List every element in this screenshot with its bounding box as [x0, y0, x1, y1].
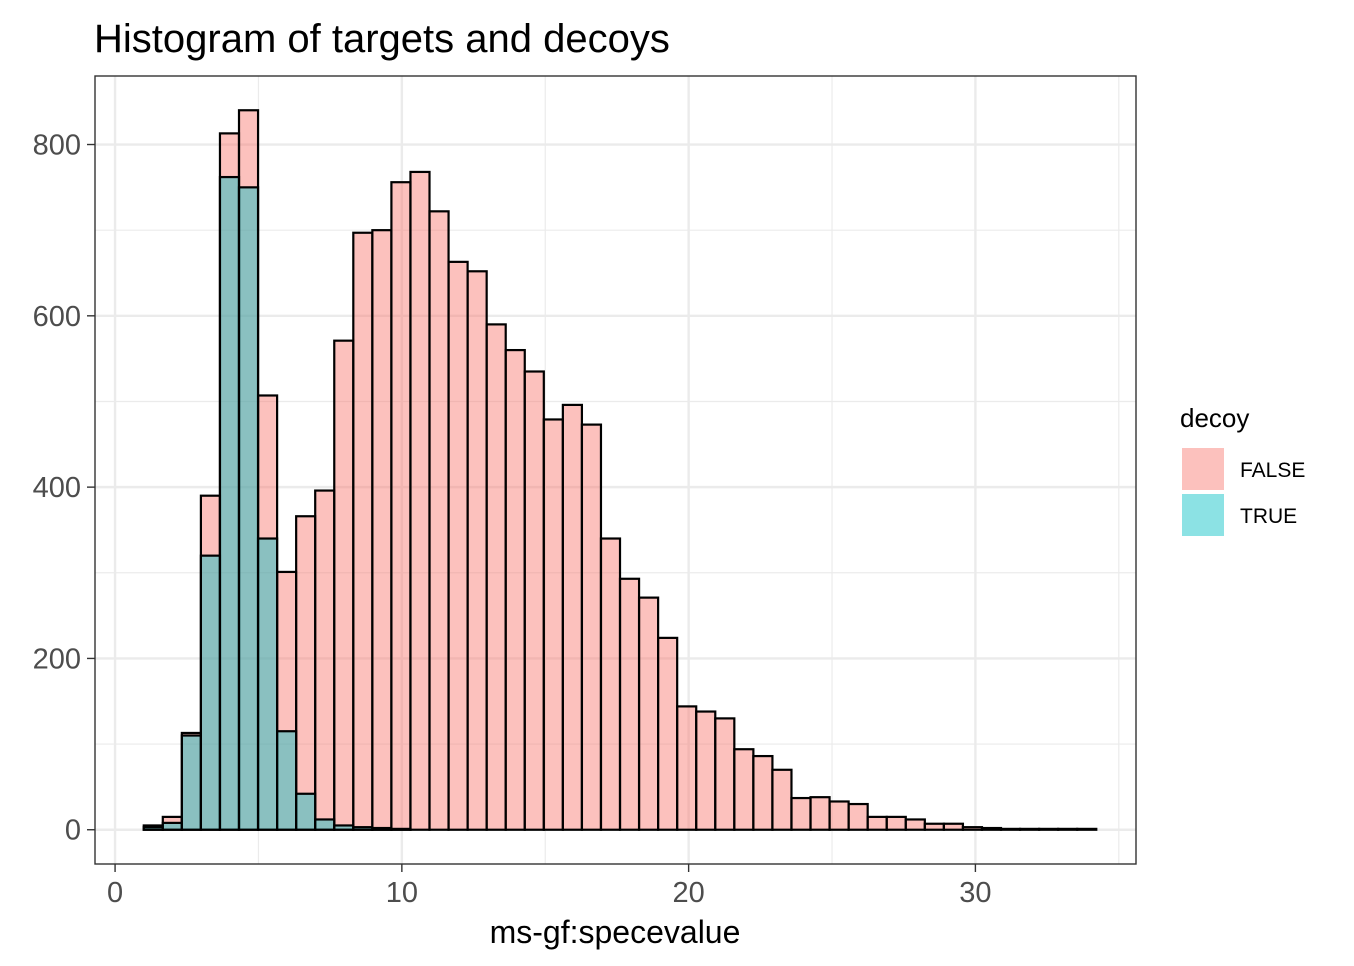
- histogram-bars: [142, 109, 1098, 831]
- bar-false: [771, 768, 793, 831]
- bar-false: [485, 323, 507, 831]
- legend-key-true: [1182, 494, 1224, 536]
- bar-true: [276, 730, 298, 831]
- legend: decoy FALSE TRUE: [1180, 403, 1305, 536]
- bar-false: [904, 818, 926, 831]
- bar-true: [199, 554, 222, 831]
- bar-true: [161, 821, 183, 831]
- bar-false: [828, 800, 850, 831]
- y-tick-label: 400: [33, 472, 81, 504]
- bar-true: [352, 826, 374, 831]
- bar-false: [885, 815, 907, 831]
- bar-false: [657, 636, 679, 831]
- bar-false: [561, 403, 584, 831]
- x-axis-title: ms-gf:specevalue: [490, 914, 741, 950]
- panel-border: [94, 75, 1137, 865]
- bar-false: [980, 826, 1003, 831]
- series-false: [142, 109, 1098, 831]
- bar-true: [295, 792, 317, 831]
- x-tick-label: 0: [107, 877, 123, 909]
- bar-false: [447, 260, 469, 831]
- x-tick-label: 30: [959, 877, 991, 909]
- bar-true: [180, 734, 203, 831]
- x-axis: 0 10 20 30: [107, 864, 992, 909]
- chart-title: Histogram of targets and decoys: [94, 17, 670, 61]
- bar-false: [333, 339, 355, 831]
- bar-false: [371, 229, 393, 831]
- bar-false: [637, 596, 660, 831]
- bar-true: [142, 826, 164, 831]
- bar-false: [1076, 827, 1098, 831]
- bar-false: [790, 796, 812, 831]
- bar-true: [390, 827, 412, 831]
- bar-false: [752, 754, 774, 831]
- bar-false: [866, 815, 888, 831]
- bar-false: [314, 489, 336, 831]
- bar-false: [923, 822, 945, 831]
- bar-true: [256, 537, 279, 831]
- bar-false: [523, 370, 545, 831]
- bar-false: [390, 181, 412, 831]
- bar-false: [599, 537, 622, 831]
- legend-label-false: FALSE: [1240, 459, 1305, 482]
- legend-label-true: TRUE: [1240, 505, 1297, 528]
- bar-false: [847, 802, 869, 831]
- bar-false: [733, 748, 755, 831]
- y-tick-label: 200: [33, 643, 81, 675]
- major-gridlines: [95, 76, 1136, 864]
- bar-true: [314, 818, 336, 831]
- bar-false: [961, 826, 984, 831]
- bar-false: [466, 270, 488, 831]
- bar-false: [942, 822, 965, 831]
- legend-title: decoy: [1180, 403, 1249, 433]
- y-tick-label: 600: [33, 301, 81, 333]
- y-axis: 0 200 400 600 800: [33, 130, 95, 847]
- bar-false: [504, 348, 526, 831]
- bar-false: [295, 515, 317, 831]
- x-tick-label: 20: [672, 877, 704, 909]
- plot-panel: [94, 75, 1137, 865]
- bar-false: [695, 710, 717, 831]
- series-true: [142, 175, 412, 831]
- bar-false: [580, 423, 603, 831]
- bar-false: [618, 577, 641, 831]
- bar-true: [333, 824, 355, 831]
- bar-true: [218, 175, 241, 831]
- bar-false: [676, 705, 698, 831]
- bar-false: [1057, 827, 1079, 831]
- y-tick-label: 0: [65, 815, 81, 847]
- x-tick-label: 10: [386, 877, 418, 909]
- bar-false: [542, 418, 564, 831]
- y-tick-label: 800: [33, 130, 81, 162]
- bar-false: [999, 827, 1022, 831]
- bar-false: [1038, 827, 1060, 831]
- bar-false: [809, 796, 831, 831]
- bar-false: [1018, 827, 1041, 831]
- bar-false: [409, 170, 431, 831]
- legend-key-false: [1182, 448, 1224, 490]
- bar-false: [428, 210, 450, 831]
- bar-false: [714, 717, 736, 831]
- panel-background: [95, 76, 1136, 864]
- bar-true: [237, 186, 260, 831]
- bar-true: [371, 826, 393, 831]
- bar-false: [352, 231, 374, 831]
